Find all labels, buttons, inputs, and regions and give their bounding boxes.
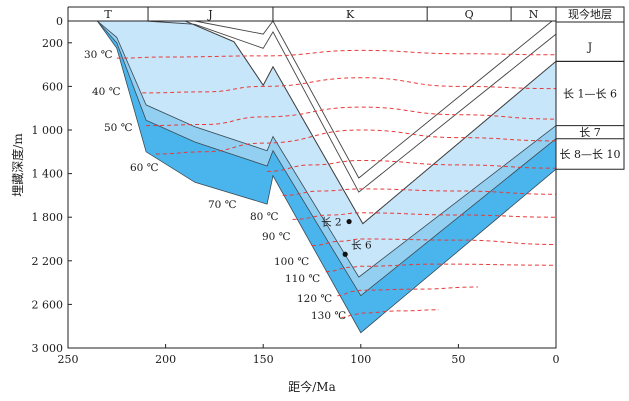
isotherm-label: 80 ℃	[250, 211, 279, 223]
y-tick-label: 1 400	[32, 168, 64, 181]
y-tick-label: 1 800	[32, 211, 64, 224]
y-tick-label: 0	[56, 15, 63, 28]
isotherm-label: 70 ℃	[208, 199, 237, 211]
burial-outline-3	[184, 20, 557, 225]
strata-column-title: 现今地层	[568, 7, 612, 21]
isotherm-line	[311, 238, 557, 246]
isotherm-label: 130 ℃	[311, 310, 346, 322]
plot-border	[67, 20, 557, 349]
strata-layer-label: J	[587, 41, 592, 54]
x-tick-label: 200	[155, 353, 176, 366]
period-label: T	[104, 8, 112, 21]
y-tick-label: 200	[42, 37, 63, 50]
isotherm-line	[292, 212, 557, 220]
y-tick-label: 2 600	[32, 298, 64, 311]
x-tick-label: 250	[58, 353, 79, 366]
x-axis-title: 距今/Ma	[288, 379, 336, 394]
isotherm-label: 50 ℃	[104, 122, 133, 134]
y-tick-label: 2 200	[32, 255, 64, 268]
isotherm-line	[116, 49, 557, 59]
y-tick-label: 600	[42, 80, 63, 93]
burial-outline-2	[146, 20, 557, 193]
strata-column-frame	[555, 6, 625, 170]
axes: 250 200 150 100 50 0 0 200 600 1 000 1 400 1 800 2 2…	[32, 15, 560, 366]
isotherm-line	[146, 106, 557, 127]
sample-point	[342, 251, 348, 257]
isotherm-label: 120 ℃	[297, 293, 332, 305]
x-tick-label: 50	[451, 353, 465, 366]
strata-layer-label: 长 7	[579, 126, 601, 139]
sample-points: 长 2 长 6	[321, 217, 372, 257]
isotherm-line	[341, 309, 439, 318]
isotherm-line	[267, 159, 557, 172]
sample-point-label: 长 2	[321, 217, 342, 229]
strata-layer-label: 长 1—长 6	[563, 88, 617, 101]
period-label: N	[529, 8, 539, 21]
strata-column: 现今地层 J 长 1—长 6 长 7 长 8—长 10	[555, 6, 625, 170]
burial-fill-layer	[95, 20, 557, 334]
y-axis-title: 埋藏深度/m	[10, 133, 25, 197]
plot-frame	[67, 20, 557, 349]
isotherm-line	[155, 129, 557, 155]
isotherm-label: 100 ℃	[274, 256, 309, 268]
strata-layer-label: 长 8—长 10	[560, 148, 621, 161]
x-tick-label: 0	[553, 353, 560, 366]
isotherm-label: 60 ℃	[130, 162, 159, 174]
period-label: Q	[465, 8, 474, 21]
x-tick-label: 150	[253, 353, 274, 366]
isotherm-label: 40 ℃	[92, 86, 121, 98]
sample-point-label: 长 6	[351, 239, 372, 251]
period-label: J	[207, 8, 212, 21]
y-tick-label: 1 000	[32, 124, 64, 137]
isotherm-label: 30 ℃	[84, 49, 113, 61]
y-tick-label: 3 000	[32, 342, 64, 355]
period-label: K	[346, 8, 355, 21]
isotherm-line	[337, 286, 478, 297]
x-tick-label: 100	[350, 353, 371, 366]
isotherm-label: 90 ℃	[262, 231, 291, 243]
isotherm-line	[142, 77, 557, 94]
isotherm-line	[282, 188, 557, 196]
isotherm-layer: 30 ℃ 40 ℃ 50 ℃ 60 ℃ 70 ℃ 80 ℃ 90 ℃ 100 ℃ 110 ℃ 12…	[84, 49, 557, 322]
isotherm-label: 110 ℃	[285, 273, 320, 285]
sample-point	[346, 218, 352, 225]
